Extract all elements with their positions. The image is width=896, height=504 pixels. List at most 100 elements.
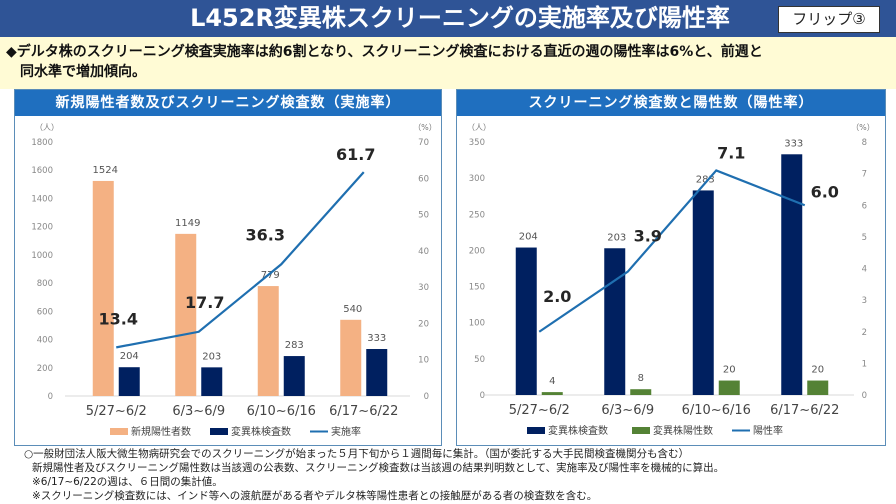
legend-swatch [210, 428, 228, 435]
bar [781, 154, 803, 395]
y2-tick-label: 20 [418, 319, 429, 329]
bar [257, 286, 279, 396]
legend-swatch [527, 427, 545, 434]
y-tick-label: 1800 [31, 138, 53, 148]
bar [118, 367, 140, 396]
bar [630, 389, 652, 395]
y-tick-label: 150 [469, 283, 485, 293]
footnote: ※6/17~6/22の週は、６日間の集計値。 [32, 476, 223, 488]
y-axis-unit: （人） [467, 123, 491, 132]
footnote: 新規陽性者及びスクリーニング陽性数は当該週の公表数、スクリーニング検査数は当該週… [32, 462, 725, 474]
footnote: ○一般財団法人阪大微生物病研究会でのスクリーニングが始まった５月下旬から１週間毎… [24, 448, 689, 460]
bar-value-label: 20 [811, 365, 824, 376]
bar [175, 233, 197, 396]
legend-label: 変異株陽性数 [653, 424, 713, 437]
y2-tick-label: 50 [418, 211, 429, 221]
line-series [538, 169, 806, 333]
bar [283, 356, 305, 396]
bar-value-label: 204 [120, 351, 139, 362]
line-value-label: 61.7 [336, 145, 375, 164]
y2-tick-label: 7 [862, 170, 867, 180]
legend-swatch [110, 428, 128, 435]
y-axis-unit: （人） [35, 123, 59, 132]
y2-tick-label: 5 [862, 233, 867, 243]
bar [340, 319, 362, 396]
bar-value-label: 333 [367, 333, 386, 344]
footnote: ※スクリーニング検査数には、インド等への渡航歴がある者やデルタ株等陽性患者との接… [32, 490, 598, 502]
y2-axis-unit: （%） [413, 123, 437, 132]
y-tick-label: 0 [480, 391, 485, 401]
bar-value-label: 8 [638, 373, 644, 384]
x-tick-label: 6/10~6/16 [247, 404, 316, 419]
chart-panel-right: スクリーニング検査数と陽性数（陽性率） （人） （%） 0 50 100 150 200 25… [456, 89, 886, 446]
bar-value-label: 283 [696, 174, 715, 185]
y-tick-label: 1600 [31, 166, 53, 176]
title-bar: L452R変異株スクリーニングの実施率及び陽性率 フリップ③ [0, 0, 896, 37]
chart-title: スクリーニング検査数と陽性数（陽性率） [457, 90, 885, 116]
x-tick-label: 5/27~6/2 [509, 403, 570, 418]
bar [692, 190, 714, 395]
y-tick-label: 100 [469, 319, 485, 329]
bar-value-label: 1524 [93, 165, 118, 176]
legend-label: 変異株検査数 [231, 425, 291, 438]
bar-value-label: 203 [607, 232, 626, 243]
legend-label: 新規陽性者数 [131, 425, 191, 438]
line-series [116, 171, 365, 349]
bar-value-label: 20 [723, 365, 736, 376]
y2-tick-label: 60 [418, 174, 429, 184]
y-tick-label: 50 [474, 355, 485, 365]
x-tick-label: 5/27~6/2 [86, 404, 147, 419]
y2-tick-label: 4 [862, 265, 867, 275]
y2-axis-unit: （%） [851, 123, 875, 132]
y2-tick-label: 6 [862, 201, 867, 211]
y-tick-label: 1200 [31, 223, 53, 233]
legend-label: 実施率 [331, 425, 361, 438]
bar [718, 380, 740, 395]
y2-tick-label: 3 [862, 296, 867, 306]
line-value-label: 3.9 [634, 227, 662, 246]
line-value-label: 36.3 [246, 225, 285, 244]
bar [807, 380, 829, 395]
bar-value-label: 333 [784, 138, 803, 149]
summary-line-2: 同水準で増加傾向。 [6, 64, 146, 80]
y-tick-label: 1400 [31, 194, 53, 204]
y2-tick-label: 8 [862, 138, 867, 148]
y-tick-label: 800 [37, 279, 53, 289]
legend-label: 陽性率 [753, 424, 783, 437]
line-value-label: 2.0 [543, 287, 571, 306]
page-title: L452R変異株スクリーニングの実施率及び陽性率 [190, 4, 730, 32]
y-tick-label: 250 [469, 210, 485, 220]
bar [515, 247, 537, 395]
bar-value-label: 540 [343, 304, 362, 315]
bar-value-label: 4 [549, 376, 555, 387]
x-tick-label: 6/17~6/22 [329, 404, 398, 419]
y-tick-label: 350 [469, 138, 485, 148]
y-tick-label: 300 [469, 174, 485, 184]
y-tick-label: 0 [48, 392, 53, 402]
line-value-label: 6.0 [811, 182, 839, 201]
y2-tick-label: 10 [418, 356, 429, 366]
bar [366, 349, 388, 396]
y-tick-label: 1000 [31, 251, 53, 261]
summary-text: ◆デルタ株のスクリーニング検査実施率は約6割となり、スクリーニング検査における直… [6, 42, 886, 82]
chart-left: （人） （%） 0 200 400 600 800 1000 1200 1400 1600 1800 0… [31, 123, 437, 438]
line-value-label: 17.7 [185, 293, 224, 312]
y2-tick-label: 0 [862, 391, 867, 401]
bar [92, 180, 114, 396]
y2-tick-label: 40 [418, 247, 429, 257]
chart-title: 新規陽性者数及びスクリーニング検査数（実施率） [15, 90, 441, 116]
bar-value-label: 1149 [175, 218, 200, 229]
x-tick-label: 6/3~6/9 [172, 404, 225, 419]
chart-panel-left: 新規陽性者数及びスクリーニング検査数（実施率） （人） （%） 0 200 400 600… [14, 89, 442, 446]
bar [604, 248, 626, 395]
line-value-label: 13.4 [99, 309, 138, 328]
y-tick-label: 200 [469, 246, 485, 256]
line-value-label: 7.1 [717, 143, 745, 162]
x-tick-label: 6/10~6/16 [682, 403, 751, 418]
legend-swatch [632, 427, 650, 434]
x-tick-label: 6/17~6/22 [770, 403, 839, 418]
y2-tick-label: 1 [862, 359, 867, 369]
y-tick-label: 200 [37, 364, 53, 374]
flip-badge: フリップ③ [778, 6, 880, 33]
y2-tick-label: 70 [418, 138, 429, 148]
